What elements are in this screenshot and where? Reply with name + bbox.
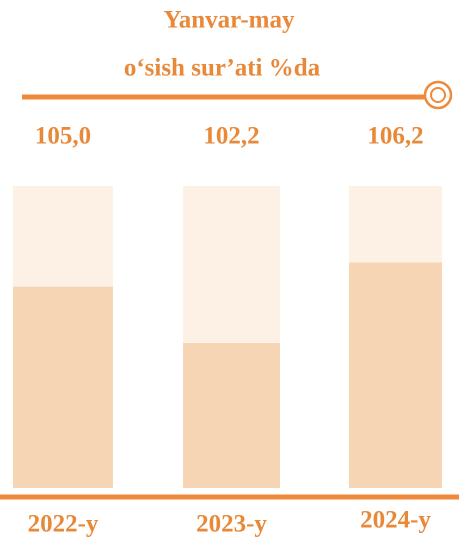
rule-end-icon-inner	[430, 87, 446, 103]
chart-title: Yanvar-may	[163, 7, 295, 34]
bar	[349, 262, 442, 488]
x-tick-label: 2024-y	[360, 507, 431, 534]
chart-subtitle: o‘sish sur’ati %da	[124, 55, 321, 82]
x-tick-label: 2023-y	[196, 511, 267, 538]
bar	[183, 343, 280, 488]
value-label: 106,2	[367, 123, 423, 150]
value-label: 102,2	[203, 123, 259, 150]
value-label: 105,0	[35, 123, 91, 150]
x-tick-label: 2022-y	[28, 511, 99, 538]
bar	[13, 286, 113, 488]
